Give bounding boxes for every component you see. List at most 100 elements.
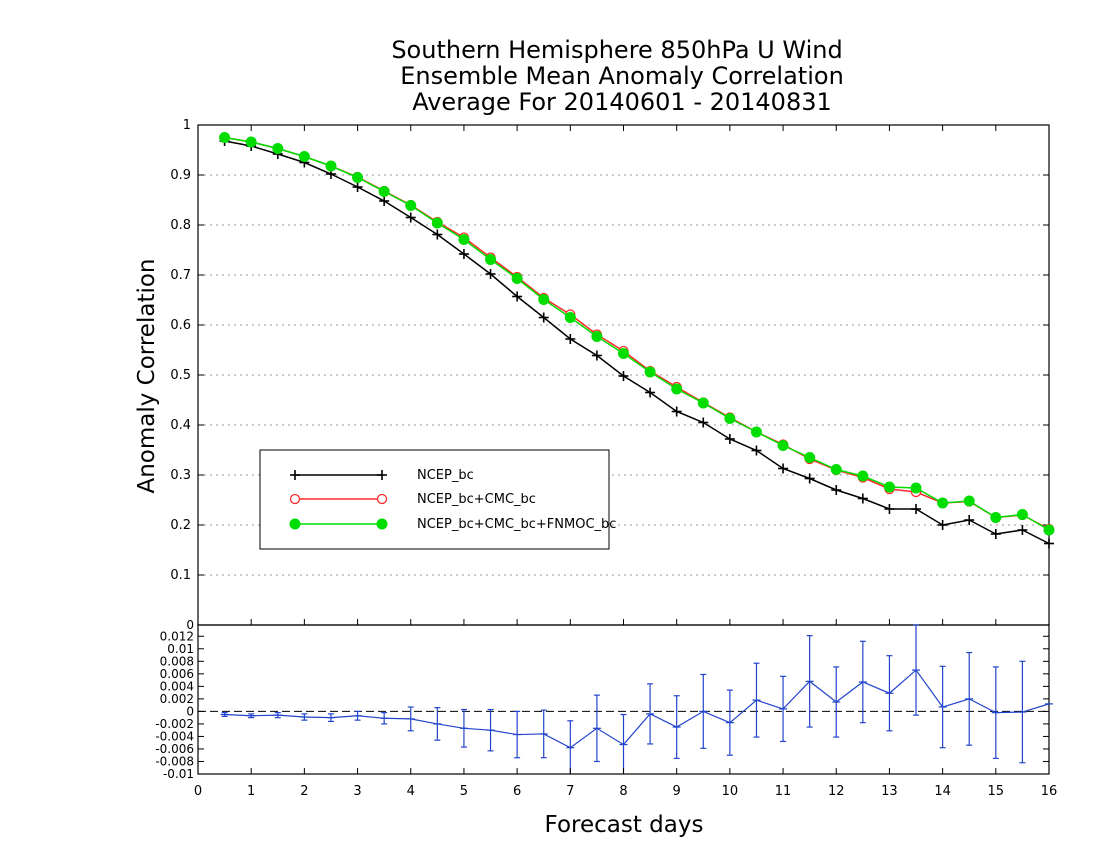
- data-point: [538, 312, 549, 323]
- error-bar: [938, 665, 947, 749]
- data-point: [618, 348, 629, 359]
- error-bar: [433, 707, 442, 741]
- data-point: [272, 143, 284, 154]
- data-point: [1043, 524, 1055, 536]
- x-tick-label: 8: [619, 784, 627, 799]
- marker-filled-circle: [644, 366, 656, 378]
- data-point: [565, 334, 576, 344]
- marker-filled-circle: [325, 160, 337, 172]
- data-point: [910, 482, 922, 494]
- marker-filled-circle: [910, 482, 922, 494]
- diff-y-tick-label: -0.006: [155, 742, 194, 756]
- error-bar: [486, 708, 495, 752]
- data-point: [1017, 525, 1028, 535]
- error-bar: [619, 713, 628, 774]
- marker-filled-circle: [405, 200, 417, 211]
- y-tick-label: 1: [183, 118, 191, 133]
- y-tick-label: 0.4: [170, 418, 191, 433]
- data-point: [219, 132, 231, 143]
- data-point: [724, 434, 735, 444]
- marker-filled-circle: [1043, 524, 1055, 536]
- data-point: [884, 504, 895, 514]
- data-point: [378, 186, 390, 197]
- error-bar: [247, 713, 256, 719]
- series-NCEP_bc: [219, 136, 1054, 549]
- chart-title-line-3: Average For 20140601 - 20140831: [412, 88, 832, 116]
- diff-y-tick-label: -0.004: [155, 729, 194, 743]
- data-point: [431, 217, 443, 229]
- data-point: [911, 504, 922, 514]
- error-bar: [991, 666, 1000, 759]
- data-point: [830, 464, 842, 475]
- x-axis-label: Forecast days: [545, 812, 704, 838]
- diff-y-tick-label: -0.002: [155, 717, 194, 731]
- diff-y-tick-label: 0: [186, 704, 194, 718]
- data-point: [511, 273, 523, 284]
- error-bar: [380, 712, 389, 725]
- legend-item: NCEP_bc+CMC_bc: [289, 492, 536, 507]
- error-bar: [459, 708, 468, 748]
- diff-y-tick-label: 0.01: [167, 642, 194, 656]
- error-bar: [300, 713, 309, 721]
- data-point: [857, 493, 868, 504]
- data-point: [645, 387, 656, 398]
- data-point: [671, 406, 682, 417]
- data-point: [883, 481, 895, 493]
- data-point: [1044, 538, 1054, 549]
- marker-filled-circle: [458, 234, 470, 245]
- data-point: [352, 172, 364, 183]
- marker-filled-circle: [883, 481, 895, 493]
- y-tick-label: 0.7: [170, 268, 191, 283]
- marker-filled-circle: [352, 172, 364, 183]
- data-point: [485, 254, 497, 265]
- error-bar: [672, 695, 681, 759]
- error-bar: [805, 635, 814, 728]
- y-tick-label: 0.9: [170, 168, 191, 183]
- x-tick-label: 9: [673, 784, 681, 799]
- data-point: [671, 383, 683, 395]
- chart-title-line-2: Ensemble Mean Anomaly Correlation: [400, 62, 844, 90]
- error-bar: [406, 706, 415, 732]
- data-point: [298, 151, 310, 162]
- legend-label: NCEP_bc+CMC_bc: [417, 492, 536, 507]
- marker-filled-circle: [937, 497, 949, 509]
- data-point: [405, 212, 416, 223]
- marker-open-circle: [376, 493, 388, 505]
- y-tick-label: 0.1: [170, 568, 191, 583]
- data-point: [750, 426, 762, 438]
- data-point: [591, 331, 603, 342]
- legend-item: NCEP_bc: [290, 468, 474, 483]
- error-bar: [1018, 660, 1027, 764]
- diff-y-tick-label: -0.01: [163, 767, 194, 781]
- marker-filled-circle: [431, 217, 443, 229]
- marker-filled-circle: [272, 143, 284, 154]
- error-bar: [858, 640, 867, 724]
- x-tick-label: 7: [566, 784, 574, 799]
- data-point: [778, 463, 789, 474]
- data-point: [751, 445, 762, 456]
- data-point: [724, 413, 736, 424]
- difference-y-ticks: 00.0120.010.0080.0060.0040.0020-0.002-0.…: [155, 618, 1049, 781]
- error-bar: [725, 689, 734, 756]
- marker-filled-circle: [564, 312, 576, 323]
- error-bar: [699, 673, 708, 749]
- marker-filled-circle: [1016, 509, 1028, 520]
- main-y-ticks: 0.1 0.2 0.3 0.4 0.5 0.6 0.7 0.8 0.9 1: [170, 118, 1049, 583]
- marker-filled-circle: [777, 440, 789, 451]
- data-point: [591, 350, 602, 361]
- legend-label: NCEP_bc: [417, 468, 474, 483]
- error-bar: [273, 712, 282, 719]
- legend-label: NCEP_bc+CMC_bc+FNMOC_bc: [417, 517, 616, 532]
- data-point: [458, 234, 470, 245]
- marker-filled-circle: [485, 254, 497, 265]
- series-NCEP_bc+CMC_bc+FNMOC_bc: [219, 132, 1055, 536]
- error-bar: [220, 712, 229, 718]
- x-tick-label: 12: [828, 784, 845, 799]
- x-tick-label: 11: [775, 784, 792, 799]
- x-tick-label: 2: [300, 784, 308, 799]
- data-point: [698, 417, 709, 428]
- data-point: [937, 497, 949, 509]
- data-point: [990, 512, 1002, 523]
- main-gridlines: [198, 174, 1049, 576]
